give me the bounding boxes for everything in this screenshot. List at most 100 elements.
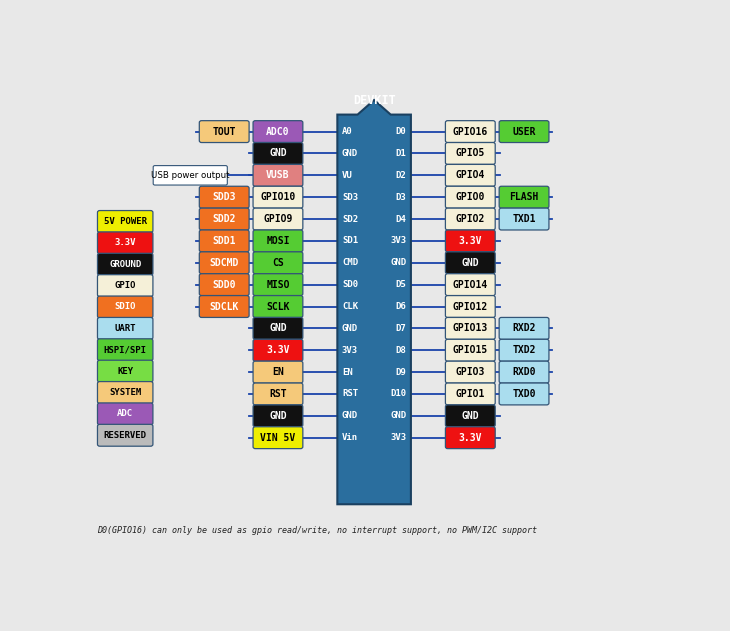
Text: CMD: CMD <box>342 258 358 268</box>
FancyBboxPatch shape <box>98 403 153 425</box>
FancyBboxPatch shape <box>253 295 303 317</box>
FancyBboxPatch shape <box>499 186 549 208</box>
Text: GND: GND <box>269 323 287 333</box>
FancyBboxPatch shape <box>253 317 303 339</box>
Text: GND: GND <box>461 258 479 268</box>
Text: D0: D0 <box>396 127 407 136</box>
FancyBboxPatch shape <box>253 383 303 405</box>
Text: GPIO2: GPIO2 <box>456 214 485 224</box>
Text: USB power output: USB power output <box>151 171 229 180</box>
FancyBboxPatch shape <box>445 361 495 383</box>
FancyBboxPatch shape <box>253 186 303 208</box>
Text: GND: GND <box>342 149 358 158</box>
Text: SDCMD: SDCMD <box>210 258 239 268</box>
Text: 3.3V: 3.3V <box>266 345 290 355</box>
Text: GROUND: GROUND <box>109 260 142 269</box>
Text: MOSI: MOSI <box>266 236 290 246</box>
Text: D10: D10 <box>391 389 407 398</box>
Text: D9: D9 <box>396 368 407 377</box>
Text: VU: VU <box>342 171 353 180</box>
Text: FLASH: FLASH <box>510 192 539 202</box>
Text: GND: GND <box>391 411 407 420</box>
Text: SCLK: SCLK <box>266 302 290 312</box>
Text: UART: UART <box>115 324 136 333</box>
Text: GPIO3: GPIO3 <box>456 367 485 377</box>
Text: 3V3: 3V3 <box>391 237 407 245</box>
Text: D4: D4 <box>396 215 407 223</box>
FancyBboxPatch shape <box>445 427 495 449</box>
Text: Vin: Vin <box>342 433 358 442</box>
Text: ADC: ADC <box>117 410 134 418</box>
Text: 3V3: 3V3 <box>342 346 358 355</box>
Text: SD0: SD0 <box>342 280 358 289</box>
FancyBboxPatch shape <box>445 317 495 339</box>
FancyBboxPatch shape <box>98 360 153 382</box>
FancyBboxPatch shape <box>98 232 153 254</box>
Text: GND: GND <box>269 411 287 421</box>
FancyBboxPatch shape <box>445 121 495 143</box>
Text: EN: EN <box>342 368 353 377</box>
Text: GPIO14: GPIO14 <box>453 280 488 290</box>
FancyBboxPatch shape <box>445 165 495 186</box>
Text: GPIO10: GPIO10 <box>261 192 296 202</box>
Text: RXD2: RXD2 <box>512 323 536 333</box>
Text: GPIO1: GPIO1 <box>456 389 485 399</box>
Text: SYSTEM: SYSTEM <box>109 388 142 397</box>
Text: GPIO13: GPIO13 <box>453 323 488 333</box>
FancyBboxPatch shape <box>98 339 153 361</box>
Text: VIN 5V: VIN 5V <box>261 433 296 443</box>
Text: CLK: CLK <box>342 302 358 311</box>
Text: D0(GPIO16) can only be used as gpio read/write, no interrupt support, no PWM/I2C: D0(GPIO16) can only be used as gpio read… <box>97 526 537 534</box>
FancyBboxPatch shape <box>445 339 495 361</box>
Text: D8: D8 <box>396 346 407 355</box>
Text: TXD2: TXD2 <box>512 345 536 355</box>
Text: GPIO0: GPIO0 <box>456 192 485 202</box>
Text: SD3: SD3 <box>342 192 358 202</box>
Text: GPIO5: GPIO5 <box>456 148 485 158</box>
Polygon shape <box>337 100 411 504</box>
FancyBboxPatch shape <box>98 317 153 339</box>
FancyBboxPatch shape <box>445 186 495 208</box>
FancyBboxPatch shape <box>499 121 549 143</box>
FancyBboxPatch shape <box>199 295 249 317</box>
FancyBboxPatch shape <box>199 230 249 252</box>
FancyBboxPatch shape <box>253 230 303 252</box>
Text: GPIO4: GPIO4 <box>456 170 485 180</box>
Text: A0: A0 <box>342 127 353 136</box>
FancyBboxPatch shape <box>499 361 549 383</box>
Text: GPIO16: GPIO16 <box>453 127 488 136</box>
FancyBboxPatch shape <box>153 165 227 185</box>
Text: D5: D5 <box>396 280 407 289</box>
Text: TXD0: TXD0 <box>512 389 536 399</box>
Text: GND: GND <box>342 411 358 420</box>
Text: EN: EN <box>272 367 284 377</box>
FancyBboxPatch shape <box>445 274 495 295</box>
FancyBboxPatch shape <box>253 339 303 361</box>
FancyBboxPatch shape <box>253 274 303 295</box>
FancyBboxPatch shape <box>499 317 549 339</box>
FancyBboxPatch shape <box>98 274 153 297</box>
FancyBboxPatch shape <box>253 361 303 383</box>
Text: CS: CS <box>272 258 284 268</box>
Text: RST: RST <box>269 389 287 399</box>
Text: 3.3V: 3.3V <box>458 236 482 246</box>
FancyBboxPatch shape <box>253 121 303 143</box>
FancyBboxPatch shape <box>445 230 495 252</box>
FancyBboxPatch shape <box>98 211 153 232</box>
Text: GND: GND <box>342 324 358 333</box>
Text: SD1: SD1 <box>342 237 358 245</box>
Text: VUSB: VUSB <box>266 170 290 180</box>
Text: SDD1: SDD1 <box>212 236 236 246</box>
Text: RESERVED: RESERVED <box>104 431 147 440</box>
Text: USER: USER <box>512 127 536 136</box>
FancyBboxPatch shape <box>253 252 303 274</box>
FancyBboxPatch shape <box>445 208 495 230</box>
Text: D7: D7 <box>396 324 407 333</box>
Text: SDCLK: SDCLK <box>210 302 239 312</box>
Text: GPIO12: GPIO12 <box>453 302 488 312</box>
FancyBboxPatch shape <box>253 143 303 165</box>
Text: MISO: MISO <box>266 280 290 290</box>
FancyBboxPatch shape <box>98 382 153 403</box>
Text: TOUT: TOUT <box>212 127 236 136</box>
FancyBboxPatch shape <box>499 383 549 405</box>
